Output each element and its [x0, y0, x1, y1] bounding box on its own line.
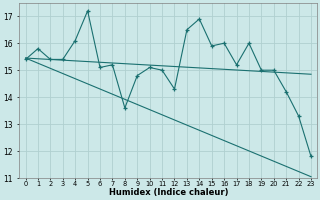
X-axis label: Humidex (Indice chaleur): Humidex (Indice chaleur)	[108, 188, 228, 197]
